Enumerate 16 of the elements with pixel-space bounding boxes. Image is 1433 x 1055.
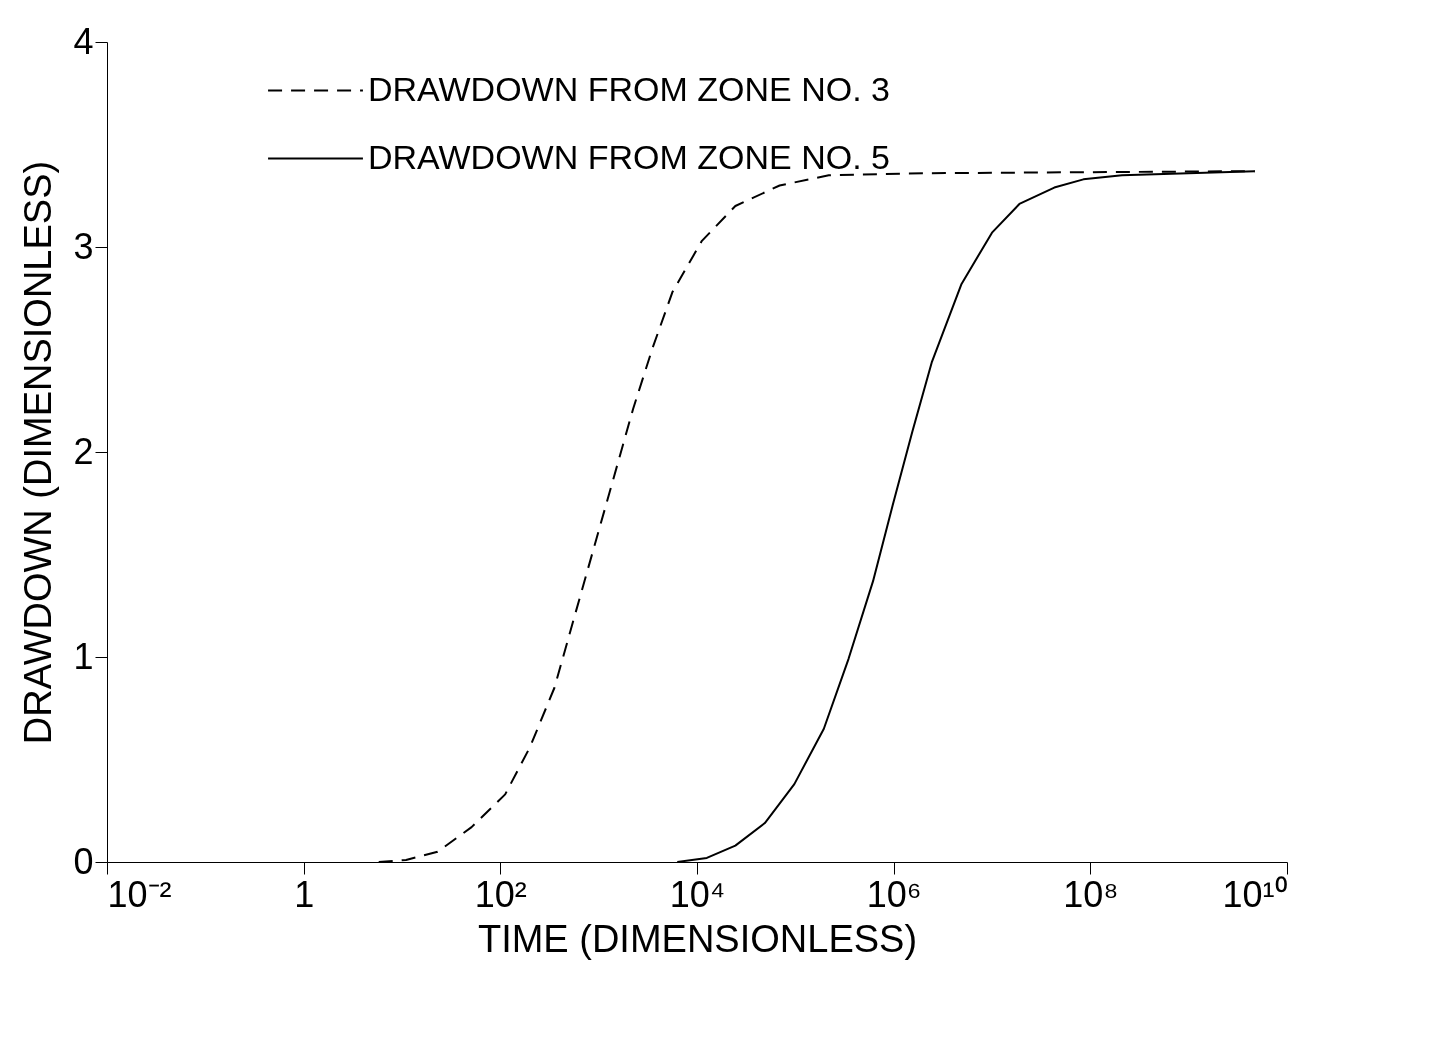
- x-tick-label: 10⁴: [669, 873, 726, 915]
- y-tick-label: 0: [73, 840, 94, 882]
- y-tick-label: 4: [73, 20, 94, 62]
- x-axis-title: TIME (DIMENSIONLESS): [477, 917, 918, 960]
- x-tick-label: 1: [294, 873, 315, 915]
- y-tick-label: 3: [73, 225, 94, 267]
- y-tick-label: 2: [73, 430, 94, 472]
- x-tick-label: 10²: [474, 873, 527, 915]
- x-tick-label: 10⁻²: [107, 873, 172, 915]
- y-axis-title: DRAWDOWN (DIMENSIONLESS): [17, 160, 60, 745]
- x-tick-label: 10⁶: [866, 873, 922, 915]
- x-tick-label: 10⁸: [1063, 873, 1119, 915]
- legend-label: DRAWDOWN FROM ZONE NO. 5: [368, 137, 890, 176]
- legend-label: DRAWDOWN FROM ZONE NO. 3: [368, 69, 890, 108]
- x-tick-label: 10¹⁰: [1222, 873, 1288, 915]
- y-tick-label: 1: [73, 635, 94, 677]
